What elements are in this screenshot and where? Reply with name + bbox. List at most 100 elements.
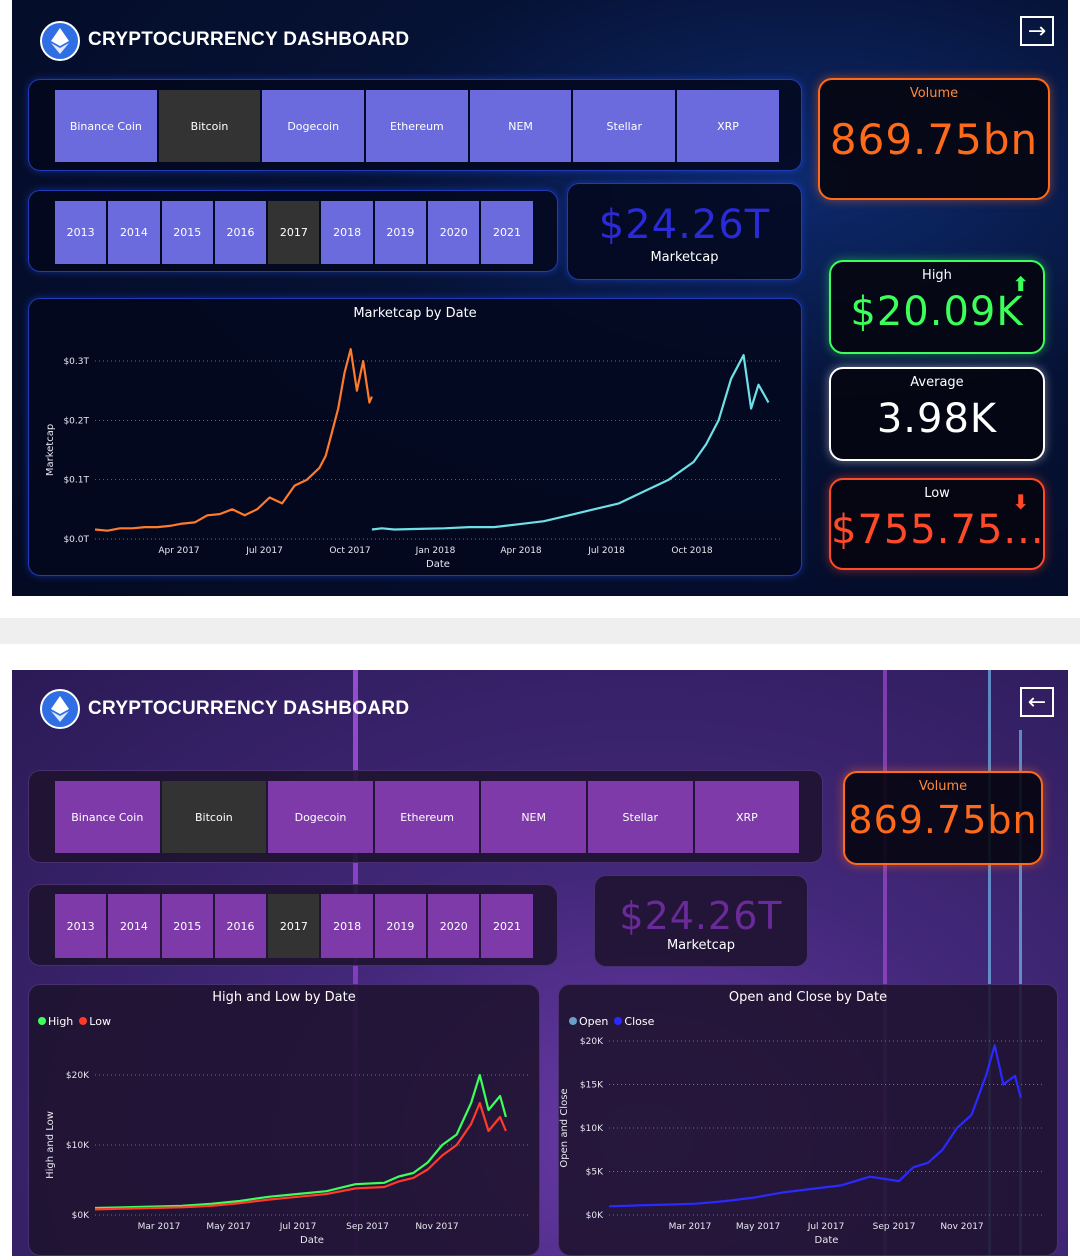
high-low-chart: $0K $10K $20K Mar 2017 May 2017 Jul 2017 Sep 2… [45, 1071, 529, 1246]
legend-label: High [48, 1015, 74, 1028]
x-tick-label: May 2017 [206, 1222, 250, 1232]
marketcap-value: $24.26T [598, 202, 771, 248]
x-axis-label: Date [815, 1235, 839, 1246]
coin-slicer: Binance Coin Bitcoin Dogecoin Ethereum NEM St… [55, 781, 800, 853]
year-button-2019[interactable]: 2019 [374, 201, 427, 264]
glow-line [988, 670, 991, 1256]
coin-button-binance-coin[interactable]: Binance Coin [55, 90, 157, 162]
year-button-2017[interactable]: 2017 [268, 894, 320, 958]
coin-button-binance-coin[interactable]: Binance Coin [55, 781, 160, 853]
y-tick-label: $15K [580, 1081, 604, 1091]
year-button-2018[interactable]: 2018 [321, 894, 373, 958]
coin-button-xrp[interactable]: XRP [677, 90, 779, 162]
x-tick-label: Oct 2017 [329, 546, 370, 556]
x-tick-label: Jul 2017 [245, 546, 283, 556]
year-button-2017[interactable]: 2017 [268, 201, 320, 264]
arrow-down-icon: ⬇ [1012, 490, 1029, 514]
dashboard-screen-1: CRYPTOCURRENCY DASHBOARD → Binance Coin B… [12, 0, 1068, 596]
marketcap-label: Marketcap [650, 250, 719, 265]
y-tick-label: $0K [72, 1211, 90, 1221]
ethereum-logo-icon [40, 689, 80, 729]
year-button-2016[interactable]: 2016 [214, 894, 267, 958]
series-line-high [94, 1073, 507, 1210]
glow-line [883, 670, 887, 1256]
year-button-2013[interactable]: 2013 [55, 894, 107, 958]
y-tick-label: $0.2T [63, 416, 89, 426]
year-button-2020[interactable]: 2020 [428, 894, 480, 958]
x-tick-label: Oct 2018 [671, 546, 713, 556]
open-close-chart-panel: Open and Close by Date Open Close $0K $5K… [558, 984, 1058, 1256]
coin-slicer: Binance Coin Bitcoin Dogecoin Ethereum NEM St… [55, 90, 779, 162]
coin-button-dogecoin[interactable]: Dogecoin [268, 781, 373, 853]
year-button-2013[interactable]: 2013 [55, 201, 107, 264]
chart-title: Open and Close by Date [728, 990, 888, 1005]
series-line-close [608, 1044, 1022, 1208]
arrow-right-icon[interactable]: → [1020, 16, 1054, 46]
marketcap-card: $24.26T Marketcap [567, 183, 802, 280]
coin-button-dogecoin[interactable]: Dogecoin [262, 90, 365, 162]
coin-button-stellar[interactable]: Stellar [573, 90, 676, 162]
year-button-2021[interactable]: 2021 [481, 201, 533, 264]
year-button-2018[interactable]: 2018 [321, 201, 373, 264]
x-tick-label: Nov 2017 [940, 1222, 983, 1232]
coin-button-bitcoin[interactable]: Bitcoin [158, 90, 261, 162]
ethereum-logo-icon [40, 21, 80, 61]
year-button-2014[interactable]: 2014 [108, 894, 160, 958]
x-tick-label: Jul 2017 [279, 1222, 317, 1232]
high-label: High [922, 268, 952, 283]
x-tick-label: Apr 2018 [500, 546, 542, 556]
legend-label: Low [89, 1015, 111, 1028]
page-title: CRYPTOCURRENCY DASHBOARD [88, 29, 410, 50]
year-button-2019[interactable]: 2019 [374, 894, 427, 958]
x-tick-label: Jul 2018 [587, 546, 625, 556]
arrow-left-icon[interactable]: ← [1020, 687, 1054, 717]
screen-separator [0, 618, 1080, 644]
chart-legend: Open Close [569, 1015, 654, 1028]
coin-button-xrp[interactable]: XRP [694, 781, 800, 853]
year-button-2016[interactable]: 2016 [214, 201, 267, 264]
coin-button-bitcoin[interactable]: Bitcoin [161, 781, 267, 853]
y-tick-label: $0.1T [63, 476, 89, 486]
legend-label: Close [624, 1015, 655, 1028]
legend-dot-close [614, 1017, 623, 1025]
series-line-low [94, 1101, 507, 1211]
y-axis-label: Marketcap [45, 424, 56, 476]
legend-label: Open [579, 1015, 609, 1028]
volume-card: Volume 869.75bn [843, 771, 1043, 865]
x-tick-label: Sep 2017 [346, 1222, 389, 1232]
arrow-up-icon: ⬆ [1012, 272, 1029, 296]
legend-dot-open [569, 1017, 577, 1025]
marketcap-label: Marketcap [666, 938, 736, 953]
y-tick-label: $0.3T [63, 357, 89, 367]
year-button-2014[interactable]: 2014 [108, 201, 160, 264]
x-tick-label: Jul 2017 [807, 1222, 845, 1232]
x-tick-label: Apr 2017 [158, 546, 199, 556]
high-value: $20.09K [850, 289, 1024, 335]
dashboard-screen-2: CRYPTOCURRENCY DASHBOARD ← Binance Coin B… [12, 670, 1068, 1256]
coin-button-nem[interactable]: NEM [469, 90, 572, 162]
x-axis-label: Date [426, 559, 450, 570]
year-button-2015[interactable]: 2015 [161, 894, 213, 958]
coin-button-ethereum[interactable]: Ethereum [366, 90, 468, 162]
y-axis-label: Open and Close [559, 1088, 570, 1167]
average-value: 3.98K [876, 396, 998, 442]
average-label: Average [910, 375, 964, 390]
year-button-2021[interactable]: 2021 [481, 894, 533, 958]
x-tick-label: Jan 2018 [415, 546, 456, 556]
year-button-2020[interactable]: 2020 [428, 201, 480, 264]
x-tick-label: Nov 2017 [415, 1222, 458, 1232]
volume-label: Volume [909, 86, 959, 101]
low-value: $755.75... [831, 507, 1043, 553]
coin-button-nem[interactable]: NEM [481, 781, 586, 853]
x-tick-label: Mar 2017 [669, 1222, 712, 1232]
legend-dot-high [38, 1017, 46, 1025]
low-label: Low [924, 486, 950, 501]
y-tick-label: $20K [66, 1071, 90, 1081]
coin-button-stellar[interactable]: Stellar [587, 781, 693, 853]
year-button-2015[interactable]: 2015 [161, 201, 213, 264]
coin-button-ethereum[interactable]: Ethereum [374, 781, 480, 853]
high-low-chart-panel: High and Low by Date High Low $0K $10K $20… [28, 984, 540, 1256]
x-tick-label: Sep 2017 [873, 1222, 916, 1232]
year-slicer: 2013 2014 2015 2016 2017 2018 2019 2020 2021 [55, 894, 533, 958]
y-tick-label: $0.0T [63, 535, 89, 545]
